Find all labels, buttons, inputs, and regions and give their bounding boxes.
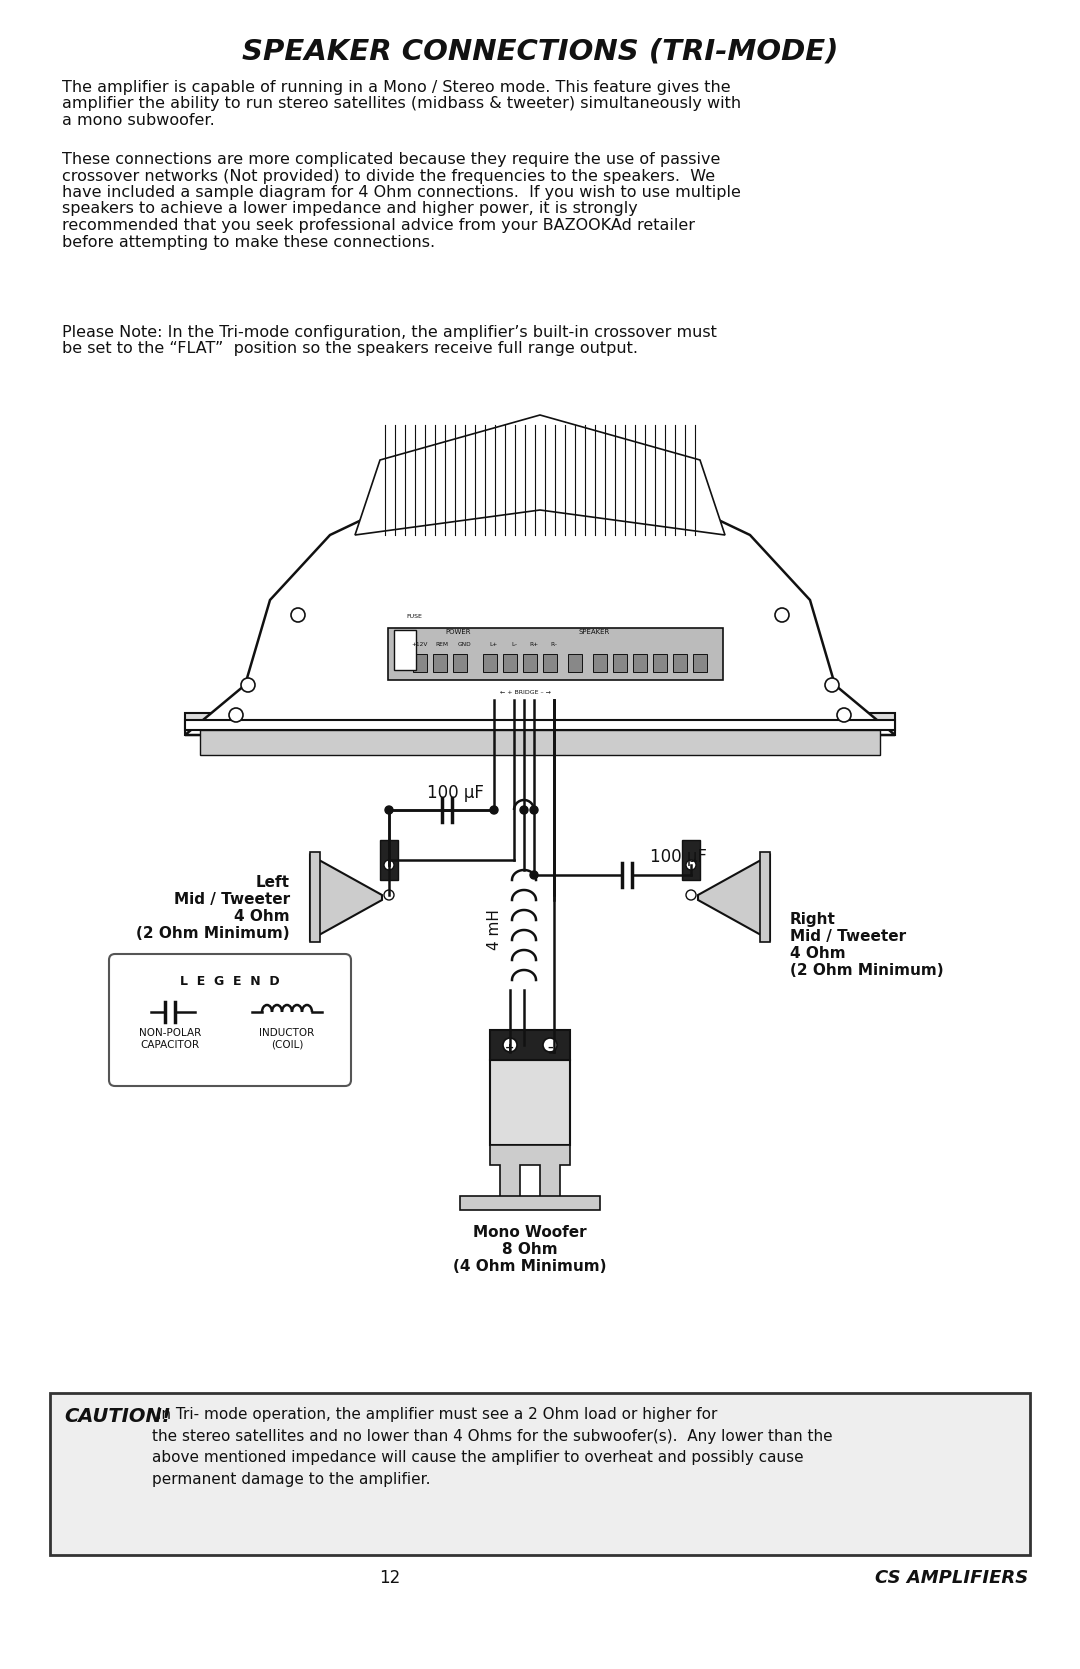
Circle shape (543, 1038, 557, 1051)
Bar (50, 1394, 1030, 1556)
Text: a mono subwoofer.: a mono subwoofer. (62, 113, 215, 129)
Circle shape (825, 678, 839, 693)
Text: FUSE: FUSE (406, 614, 422, 619)
Text: Mono Woofer: Mono Woofer (473, 1225, 586, 1240)
Text: R+: R+ (529, 643, 539, 648)
Bar (543, 654, 557, 673)
Circle shape (229, 708, 243, 723)
Text: REM: REM (435, 643, 448, 648)
Bar (310, 851, 320, 941)
Bar (653, 654, 667, 673)
Text: 8 Ohm: 8 Ohm (502, 1242, 557, 1257)
Text: Mid / Tweeter: Mid / Tweeter (789, 930, 906, 945)
Text: CS AMPLIFIERS: CS AMPLIFIERS (875, 1569, 1028, 1587)
Circle shape (686, 860, 696, 870)
Bar (394, 629, 416, 669)
Bar (523, 654, 537, 673)
Bar (453, 654, 467, 673)
Text: +12V: +12V (411, 643, 428, 648)
Bar (185, 713, 895, 734)
Bar (433, 654, 447, 673)
Text: Right: Right (789, 911, 836, 926)
Text: (2 Ohm Minimum): (2 Ohm Minimum) (789, 963, 944, 978)
Polygon shape (185, 436, 895, 734)
Text: be set to the “FLAT”  position so the speakers receive full range output.: be set to the “FLAT” position so the spe… (62, 342, 638, 357)
Circle shape (686, 890, 696, 900)
Text: These connections are more complicated because they require the use of passive: These connections are more complicated b… (62, 152, 720, 167)
Circle shape (241, 678, 255, 693)
Bar (185, 719, 895, 729)
Circle shape (490, 806, 498, 814)
Bar (388, 628, 723, 679)
Circle shape (530, 806, 538, 814)
Text: 4 Ohm: 4 Ohm (789, 946, 846, 961)
Text: amplifier the ability to run stereo satellites (midbass & tweeter) simultaneousl: amplifier the ability to run stereo sate… (62, 97, 741, 112)
Bar (460, 1197, 600, 1210)
Text: (2 Ohm Minimum): (2 Ohm Minimum) (136, 926, 291, 941)
Text: INDUCTOR
(COIL): INDUCTOR (COIL) (259, 1028, 314, 1050)
Bar (613, 654, 627, 673)
Bar (483, 654, 497, 673)
FancyBboxPatch shape (109, 955, 351, 1087)
Text: R–: R– (551, 643, 557, 648)
Text: recommended that you seek professional advice from your BAZOOKAd retailer: recommended that you seek professional a… (62, 219, 696, 234)
Text: L–: L– (511, 643, 517, 648)
Text: CAUTION!: CAUTION! (64, 1407, 171, 1425)
Text: ← + BRIDGE – →: ← + BRIDGE – → (500, 689, 551, 694)
Text: SPEAKER: SPEAKER (579, 629, 609, 634)
Text: –: – (548, 1043, 553, 1053)
Text: POWER: POWER (445, 629, 471, 634)
Text: have included a sample diagram for 4 Ohm connections.  If you wish to use multip: have included a sample diagram for 4 Ohm… (62, 185, 741, 200)
Bar (490, 1030, 570, 1060)
Text: 4 Ohm: 4 Ohm (234, 910, 291, 925)
Text: Mid / Tweeter: Mid / Tweeter (174, 891, 291, 906)
Text: (4 Ohm Minimum): (4 Ohm Minimum) (454, 1258, 607, 1273)
Text: SPEAKER CONNECTIONS (TRI-MODE): SPEAKER CONNECTIONS (TRI-MODE) (242, 38, 838, 67)
Text: crossover networks (Not provided) to divide the frequencies to the speakers.  We: crossover networks (Not provided) to div… (62, 169, 715, 184)
Text: L  E  G  E  N  D: L E G E N D (180, 975, 280, 988)
Text: 4 mH: 4 mH (487, 910, 502, 950)
Text: Please Note: In the Tri-mode configuration, the amplifier’s built-in crossover m: Please Note: In the Tri-mode configurati… (62, 325, 717, 340)
Text: 12: 12 (379, 1569, 401, 1587)
Polygon shape (310, 855, 382, 940)
Bar (568, 654, 582, 673)
Text: 100 μF: 100 μF (427, 784, 484, 803)
Bar (693, 654, 707, 673)
Bar (681, 840, 700, 880)
Circle shape (530, 871, 538, 880)
Bar (633, 654, 647, 673)
Text: In Tri- mode operation, the amplifier must see a 2 Ohm load or higher for
the st: In Tri- mode operation, the amplifier mu… (152, 1407, 833, 1487)
Circle shape (775, 608, 789, 623)
Text: speakers to achieve a lower impedance and higher power, it is strongly: speakers to achieve a lower impedance an… (62, 202, 638, 217)
Bar (380, 840, 399, 880)
Text: L+: L+ (490, 643, 498, 648)
Bar (490, 1060, 570, 1145)
Text: Left: Left (256, 875, 291, 890)
Bar (593, 654, 607, 673)
Text: The amplifier is capable of running in a Mono / Stereo mode. This feature gives : The amplifier is capable of running in a… (62, 80, 731, 95)
Polygon shape (698, 855, 770, 940)
Circle shape (519, 806, 528, 814)
Bar (413, 654, 427, 673)
Polygon shape (490, 1145, 570, 1200)
Bar (200, 729, 880, 754)
Text: +: + (505, 1043, 515, 1053)
Bar (760, 851, 770, 941)
Circle shape (837, 708, 851, 723)
Circle shape (384, 890, 394, 900)
Text: NON-POLAR
CAPACITOR: NON-POLAR CAPACITOR (139, 1028, 201, 1050)
Bar (673, 654, 687, 673)
Bar (503, 654, 517, 673)
Text: GND: GND (457, 643, 471, 648)
Circle shape (291, 608, 305, 623)
Text: before attempting to make these connections.: before attempting to make these connecti… (62, 235, 435, 249)
Circle shape (384, 806, 393, 814)
Circle shape (384, 860, 394, 870)
Circle shape (503, 1038, 517, 1051)
Text: 100 μF: 100 μF (650, 848, 707, 866)
Polygon shape (355, 416, 725, 536)
